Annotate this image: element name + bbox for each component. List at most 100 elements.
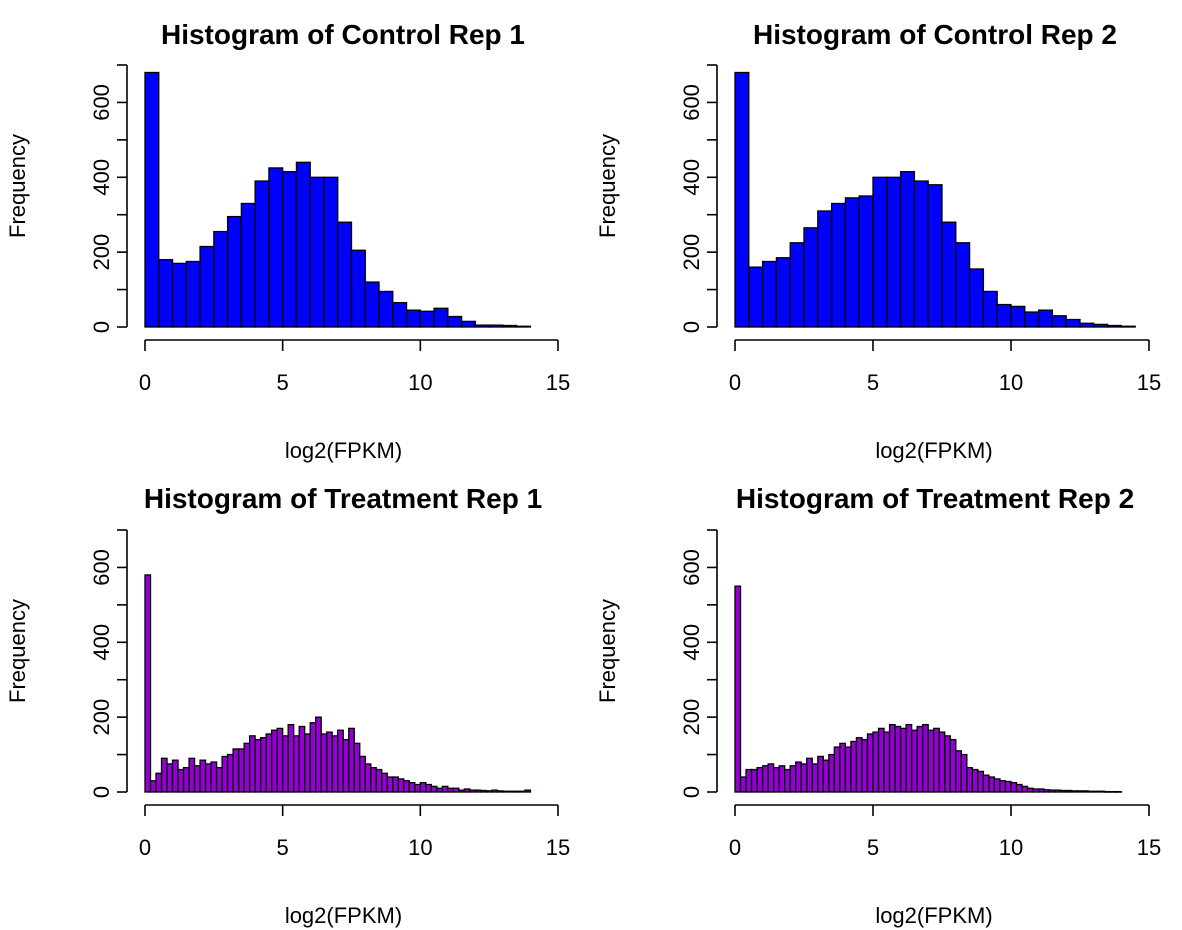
histogram-bar (348, 727, 355, 793)
histogram-bar (447, 315, 463, 328)
y-axis-label: Frequency (595, 134, 620, 238)
histogram-bar (265, 733, 273, 793)
histogram-bar (171, 262, 187, 328)
histogram-bar (182, 767, 190, 793)
histogram-bar (392, 776, 399, 793)
histogram-bar (1048, 789, 1056, 793)
histogram-bar (927, 729, 935, 793)
y-axis-label: Frequency (595, 599, 620, 703)
histogram-bar (516, 325, 532, 328)
histogram-panel-2: Histogram of Control Rep 2 0 200 400 600 Freq… (595, 19, 1161, 463)
chart-title: Histogram of Treatment Rep 2 (736, 483, 1134, 514)
x-tick-label: 15 (546, 835, 570, 860)
histogram-bar (414, 783, 421, 793)
histogram-bar (474, 789, 482, 793)
y-tick-label: 400 (679, 624, 704, 661)
histogram-bar (480, 789, 488, 793)
histogram-bar (996, 303, 1012, 328)
histogram-bar (750, 768, 758, 793)
histogram-bar (364, 281, 380, 328)
histogram-bar (381, 772, 388, 793)
x-tick-label: 0 (729, 835, 741, 860)
histogram-bar (1087, 790, 1095, 793)
histogram-bar (370, 767, 377, 793)
histogram-bar (1004, 780, 1012, 793)
histogram-bar (767, 763, 775, 793)
histogram-bar (502, 790, 510, 793)
histogram-bar (386, 776, 394, 793)
histogram-bar (955, 750, 962, 793)
chart-title: Histogram of Control Rep 2 (753, 19, 1117, 50)
histogram-bar (822, 759, 830, 793)
histogram-bar (1037, 788, 1045, 793)
x-tick-label: 10 (408, 370, 432, 395)
histogram-bar (1109, 790, 1117, 793)
histogram-bar (966, 767, 974, 793)
histogram-bar (899, 727, 907, 793)
histogram-bar (295, 161, 311, 328)
histogram-panel-3: Histogram of Treatment Rep 1 0 200 400 600 Fr… (5, 483, 570, 928)
histogram-bar (513, 790, 521, 793)
histogram-bar (419, 310, 435, 328)
histogram-bar (375, 768, 383, 793)
histogram-bar (1051, 315, 1067, 328)
histogram-bar (894, 725, 902, 793)
histogram-bar (916, 725, 924, 793)
histogram-bar (166, 763, 174, 793)
histogram-bar (315, 716, 322, 793)
y-tick-label: 0 (679, 321, 704, 333)
histogram-bar (993, 778, 1001, 793)
histogram-bar (817, 210, 833, 328)
histogram-bar (282, 735, 289, 793)
histogram-bar (806, 757, 813, 793)
histogram-bar (403, 780, 410, 793)
histogram-bar (789, 765, 797, 793)
histogram-bar (287, 723, 295, 793)
histogram-bar (955, 242, 971, 328)
histogram-bar (1106, 324, 1123, 328)
histogram-bar (193, 765, 201, 793)
histogram-bar (913, 180, 929, 328)
histogram-bar (877, 727, 885, 793)
histogram-bar (248, 735, 256, 793)
histogram-bar (160, 757, 168, 793)
y-tick-label: 200 (89, 699, 114, 736)
histogram-bar (392, 302, 408, 328)
histogram-bar (844, 746, 852, 793)
histogram-bar (353, 742, 361, 793)
histogram-bar (905, 723, 913, 793)
y-axis-label: Frequency (5, 599, 30, 703)
x-axis-label: log2(FPKM) (285, 438, 402, 463)
histogram-bar (1098, 790, 1106, 793)
histogram-bar (872, 176, 888, 328)
histogram-bar (485, 790, 493, 793)
histogram-bar (364, 763, 372, 793)
histogram-bar (872, 731, 880, 793)
histogram-bar (855, 737, 863, 793)
histogram-bar (502, 324, 518, 328)
histogram-bar (458, 789, 466, 793)
histogram-bar (188, 757, 196, 793)
histogram-bar (1079, 322, 1095, 328)
histogram-bar (524, 789, 532, 793)
histogram-bar (941, 221, 957, 328)
histogram-bar (276, 727, 284, 793)
histogram-bar (944, 735, 951, 793)
x-axis-label: log2(FPKM) (875, 438, 992, 463)
histogram-bar (999, 780, 1007, 793)
histogram-bar (298, 725, 306, 793)
histogram-bar (1010, 305, 1026, 328)
histogram-bar (1026, 787, 1034, 793)
x-tick-label: 0 (139, 835, 151, 860)
histogram-bar (425, 783, 432, 793)
x-tick-label: 10 (999, 835, 1023, 860)
histogram-bar (761, 765, 769, 793)
histogram-bar (811, 763, 819, 793)
histogram-bar (922, 723, 929, 793)
histogram-bar (282, 171, 298, 328)
histogram-bar (204, 763, 212, 793)
histogram-bar (419, 781, 427, 793)
histogram-bar (817, 755, 824, 793)
histogram-bar (795, 761, 802, 793)
